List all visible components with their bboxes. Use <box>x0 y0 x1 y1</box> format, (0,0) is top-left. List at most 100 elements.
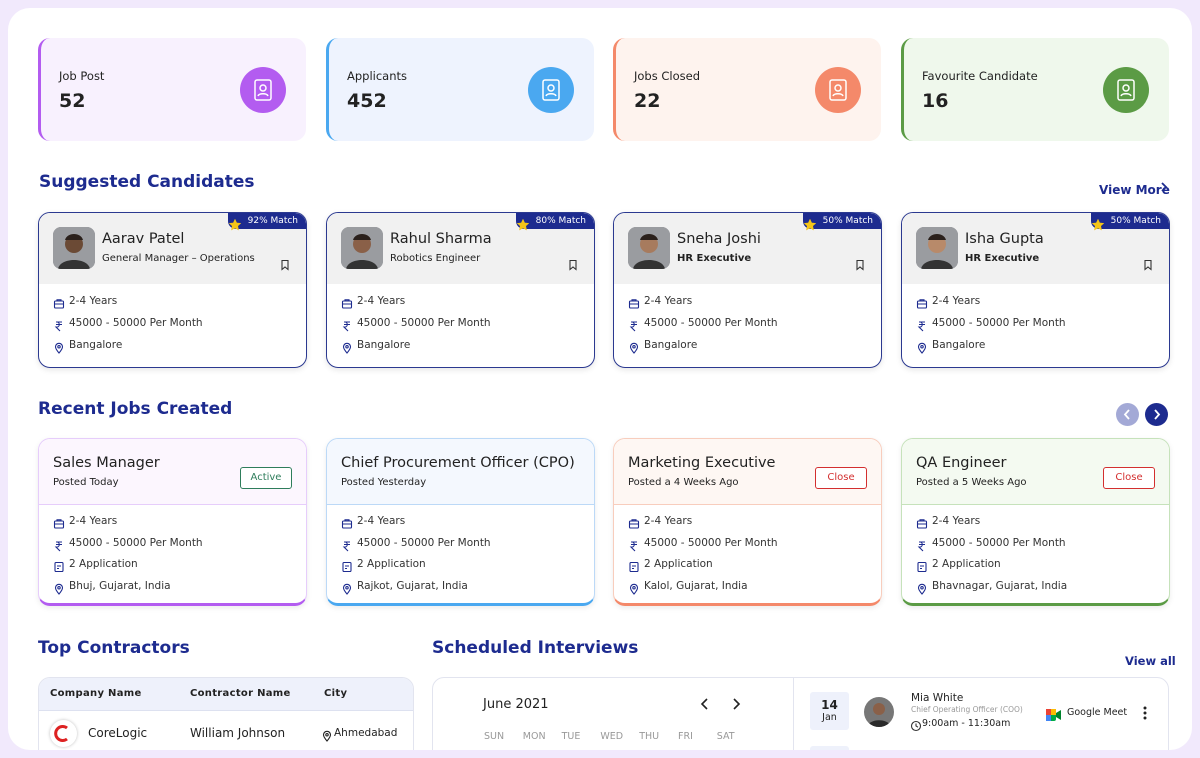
company-logo <box>50 720 77 747</box>
status-button[interactable]: Active <box>240 467 292 489</box>
stat-label: Job Post <box>59 69 105 83</box>
stat-card: Job Post 52 <box>38 38 306 141</box>
divider <box>793 678 794 750</box>
star-icon <box>516 216 530 231</box>
bookmark-icon <box>1142 256 1154 271</box>
job-posted: Posted a 4 Weeks Ago <box>628 477 739 488</box>
salary-icon <box>53 317 65 332</box>
weekday: FRI <box>678 731 693 742</box>
interviewee-name: Mia White <box>911 692 964 704</box>
stat-icon <box>815 67 861 113</box>
candidate-card[interactable]: Isha Gupta HR Executive 50% Match 2-4 Years… <box>901 212 1170 368</box>
next-button[interactable] <box>1145 403 1168 426</box>
candidate-card[interactable]: Sneha Joshi HR Executive 50% Match 2-4 Year… <box>613 212 882 368</box>
dashboard: Job Post 52 Applicants 452 Jobs Closed 22 Favo… <box>8 8 1192 750</box>
stat-value: 52 <box>59 90 86 112</box>
day: 14 <box>821 698 838 712</box>
salary: 45000 - 50000 Per Month <box>932 317 1066 329</box>
job-posted: Posted Yesterday <box>341 477 427 488</box>
view-more[interactable]: View More <box>1099 183 1170 197</box>
stat-value: 22 <box>634 90 661 112</box>
platform: Google Meet <box>1067 707 1128 718</box>
star-icon <box>803 216 817 231</box>
more-menu[interactable] <box>1143 705 1147 724</box>
experience: 2-4 Years <box>357 295 406 307</box>
applications: 2 Application <box>644 558 713 571</box>
salary-icon <box>53 537 65 552</box>
job-posted: Posted Today <box>53 477 119 488</box>
view-all[interactable]: View all <box>1125 654 1176 668</box>
weekday: MON <box>522 731 546 742</box>
experience: 2-4 Years <box>69 295 118 307</box>
stat-label: Applicants <box>347 69 408 83</box>
job-card[interactable]: Chief Procurement Officer (CPO) Posted Ye… <box>326 438 595 606</box>
status-button[interactable]: Close <box>815 467 867 489</box>
salary: 45000 - 50000 Per Month <box>644 317 778 329</box>
prev-button[interactable] <box>1116 403 1139 426</box>
match-badge: 80% Match <box>515 213 594 229</box>
salary-icon <box>628 537 640 552</box>
job-title: Marketing Executive <box>628 455 776 471</box>
meet-icon <box>1046 706 1061 725</box>
content: Job Post 52 Applicants 452 Jobs Closed 22 Favo… <box>8 8 1192 750</box>
experience-icon <box>916 515 928 529</box>
avatar <box>628 227 670 269</box>
date-box <box>810 746 849 750</box>
applications: 2 Application <box>69 558 138 571</box>
job-card[interactable]: Marketing Executive Posted a 4 Weeks Ago C… <box>613 438 882 606</box>
weekday: SAT <box>716 731 735 742</box>
section-title: Suggested Candidates <box>39 172 255 192</box>
experience: 2-4 Years <box>69 515 118 527</box>
location-icon <box>628 580 640 595</box>
location-icon <box>916 580 928 595</box>
next-month[interactable] <box>730 696 742 715</box>
job-title: Chief Procurement Officer (CPO) <box>341 455 575 471</box>
stat-value: 452 <box>347 90 387 112</box>
interview-time: 9:00am - 11:30am <box>922 718 1011 729</box>
salary: 45000 - 50000 Per Month <box>644 536 778 549</box>
candidate-name: Sneha Joshi <box>677 231 761 247</box>
date-box: 14 Jan <box>810 692 849 730</box>
experience: 2-4 Years <box>644 295 693 307</box>
location-icon <box>53 580 65 595</box>
salary: 45000 - 50000 Per Month <box>932 536 1066 549</box>
stat-icon <box>240 67 286 113</box>
star-icon <box>1091 216 1105 231</box>
prev-month[interactable] <box>699 696 711 715</box>
applications-icon <box>53 558 65 573</box>
salary-icon <box>628 317 640 332</box>
stat-icon <box>1103 67 1149 113</box>
status-button[interactable]: Close <box>1103 467 1155 489</box>
weekday: WED <box>600 731 624 742</box>
experience-icon <box>916 295 928 309</box>
salary-icon <box>916 317 928 332</box>
section-title: Recent Jobs Created <box>38 399 233 419</box>
experience: 2-4 Years <box>932 515 981 527</box>
salary: 45000 - 50000 Per Month <box>357 536 491 549</box>
experience-icon <box>341 515 353 529</box>
experience-icon <box>628 515 640 529</box>
bookmark-icon <box>854 256 866 271</box>
job-card[interactable]: Sales Manager Posted Today Active 2-4 Years… <box>38 438 307 606</box>
clock-icon <box>910 717 922 732</box>
salary: 45000 - 50000 Per Month <box>69 317 203 329</box>
candidate-name: Aarav Patel <box>102 231 185 247</box>
star-icon <box>228 216 242 231</box>
location-icon <box>321 727 333 742</box>
experience-icon <box>341 295 353 309</box>
experience-icon <box>628 295 640 309</box>
interviews-panel: June 2021 SUN MON TUE WED THU FRI SAT 14 Jan Mia W… <box>432 677 1169 750</box>
applications-icon <box>628 558 640 573</box>
bookmark-icon <box>567 256 579 271</box>
job-title: QA Engineer <box>916 455 1007 471</box>
salary-icon <box>916 537 928 552</box>
location-icon <box>341 339 353 354</box>
avatar <box>53 227 95 269</box>
job-card[interactable]: QA Engineer Posted a 5 Weeks Ago Close 2-4 … <box>901 438 1170 606</box>
candidate-role: General Manager – Operations <box>102 253 255 264</box>
candidate-card[interactable]: Rahul Sharma Robotics Engineer 80% Match 2-… <box>326 212 595 368</box>
location: Rajkot, Gujarat, India <box>357 580 468 593</box>
location: Kalol, Gujarat, India <box>644 580 748 593</box>
month: Jan <box>822 712 837 723</box>
candidate-card[interactable]: Aarav Patel General Manager – Operations 9… <box>38 212 307 368</box>
